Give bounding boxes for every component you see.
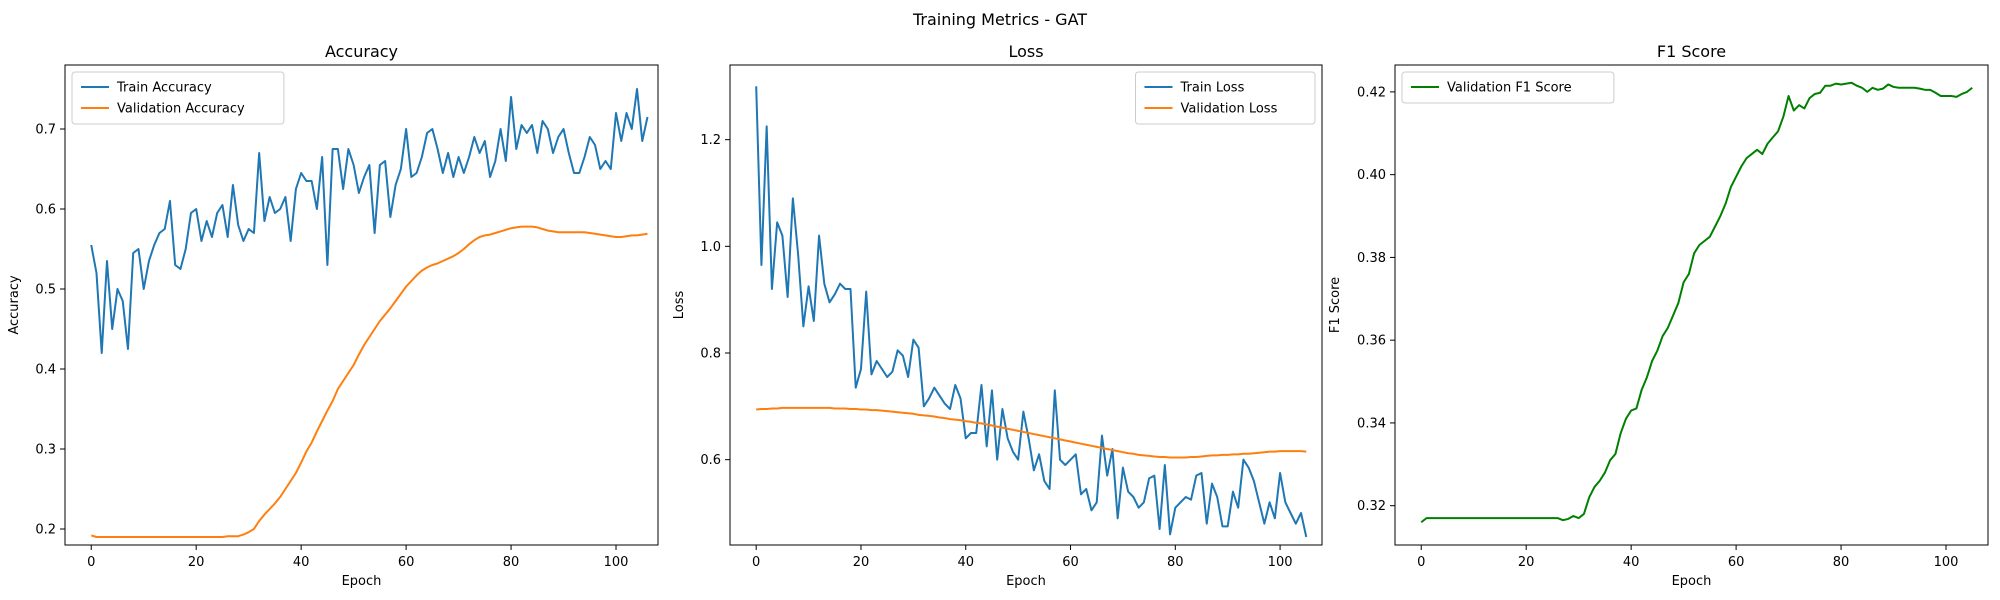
x-tick-label: 60	[398, 555, 415, 570]
legend-entry-train-loss: Train Loss	[1180, 81, 1245, 96]
y-tick-label: 0.5	[35, 283, 56, 298]
y-tick-label: 0.32	[1357, 499, 1386, 514]
legend-entry-train-accuracy: Train Accuracy	[116, 81, 212, 96]
legend-box	[1401, 71, 1615, 104]
y-axis-label: Loss	[672, 291, 687, 320]
y-tick-label: 0.6	[35, 203, 56, 218]
y-axis-label: F1 Score	[1328, 277, 1343, 333]
subplot-title: Accuracy	[325, 42, 398, 61]
legend-entry-validation-f1-score: Validation F1 Score	[1447, 81, 1572, 96]
y-tick-label: 0.3	[35, 443, 56, 458]
x-axis-label: Epoch	[342, 574, 382, 589]
y-tick-label: 0.7	[35, 123, 56, 138]
plot-frame	[64, 64, 659, 546]
y-tick-label: 0.40	[1357, 168, 1386, 183]
figure-title: Training Metrics - GAT	[912, 10, 1087, 29]
subplot-title: F1 Score	[1657, 42, 1726, 61]
y-tick-label: 0.4	[35, 363, 56, 378]
x-tick-label: 80	[503, 555, 520, 570]
x-tick-label: 20	[188, 555, 205, 570]
x-tick-label: 60	[1062, 555, 1079, 570]
y-tick-label: 1.0	[700, 240, 721, 255]
y-tick-label: 0.42	[1357, 85, 1386, 100]
series-line-validation-accuracy	[90, 225, 648, 538]
y-axis-label: Accuracy	[7, 275, 22, 335]
legend-box	[71, 71, 285, 125]
x-tick-label: 100	[1934, 555, 1959, 570]
x-tick-label: 40	[293, 555, 310, 570]
x-tick-label: 40	[1623, 555, 1640, 570]
subplot-f1-score: F1 Score 0 20 40 60 80 100 0.32 0.34 0.36 0.38 0.40…	[1328, 42, 1989, 589]
series-line-validation-loss	[756, 406, 1307, 459]
plot-frame	[1394, 64, 1989, 546]
x-tick-label: 80	[1167, 555, 1184, 570]
x-tick-label: 60	[1728, 555, 1745, 570]
series-line-train-accuracy	[90, 88, 649, 354]
legend-entry-validation-loss: Validation Loss	[1181, 102, 1278, 117]
x-tick-label: 20	[853, 555, 870, 570]
x-tick-label: 100	[604, 555, 629, 570]
x-tick-label: 100	[1268, 555, 1293, 570]
series-line-validation-f1-score	[1420, 81, 1973, 524]
legend: Validation F1 Score	[1401, 71, 1615, 104]
y-tick-label: 0.34	[1357, 416, 1386, 431]
x-tick-label: 0	[87, 555, 95, 570]
subplot-title: Loss	[1008, 42, 1043, 61]
legend: Train Accuracy Validation Accuracy	[71, 71, 285, 125]
legend-entry-validation-accuracy: Validation Accuracy	[117, 102, 245, 117]
x-axis-label: Epoch	[1672, 574, 1712, 589]
legend: Train Loss Validation Loss	[1135, 71, 1316, 125]
y-tick-label: 1.2	[700, 133, 721, 148]
y-tick-label: 0.8	[700, 347, 721, 362]
legend-box	[1135, 71, 1316, 125]
subplot-loss: Loss 0 20 40 60 80 100 0.6 0.8 1.0 1.2 Epoch Loss Tra…	[672, 42, 1323, 589]
y-tick-label: 0.2	[35, 523, 56, 538]
subplot-accuracy: Accuracy 0 20 40 60 80 100 0.2 0.3 0.4 0.5 0.6 0.7 Ep…	[7, 42, 659, 589]
series-line-train-loss	[755, 86, 1308, 538]
x-tick-label: 80	[1833, 555, 1850, 570]
x-tick-label: 40	[957, 555, 974, 570]
x-axis-label: Epoch	[1006, 574, 1046, 589]
y-tick-label: 0.38	[1357, 251, 1386, 266]
y-tick-label: 0.36	[1357, 334, 1386, 349]
x-tick-label: 20	[1518, 555, 1535, 570]
x-tick-label: 0	[752, 555, 760, 570]
subplots: Accuracy 0 20 40 60 80 100 0.2 0.3 0.4 0.5 0.6 0.7 Ep…	[7, 42, 1989, 589]
plot-frame	[729, 64, 1323, 546]
x-tick-label: 0	[1417, 555, 1425, 570]
y-tick-label: 0.6	[700, 453, 721, 468]
